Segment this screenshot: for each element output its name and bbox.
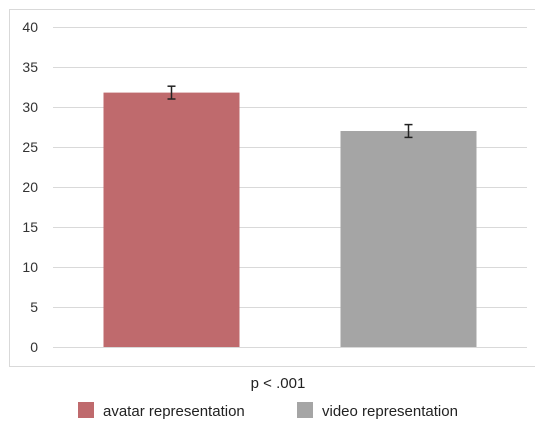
- legend-swatch: [297, 402, 313, 418]
- y-tick-label: 5: [30, 299, 38, 315]
- y-tick-label: 25: [22, 139, 38, 155]
- bar: [340, 131, 477, 347]
- error-bars: [167, 85, 413, 139]
- y-tick-label: 15: [22, 219, 38, 235]
- significance-annotation: p < .001: [251, 375, 306, 392]
- legend-label: avatar representation: [103, 403, 245, 420]
- legend-label: video representation: [322, 403, 458, 420]
- y-tick-label: 0: [30, 339, 38, 355]
- y-tick-label: 20: [22, 179, 38, 195]
- y-tick-label: 30: [22, 99, 38, 115]
- bars: [103, 92, 477, 347]
- y-tick-label: 40: [22, 19, 38, 35]
- legend: avatar representation video representatio…: [78, 402, 458, 420]
- legend-swatch: [78, 402, 94, 418]
- y-axis-tick-labels: 0 5 10 15 20 25 30 35 40: [22, 19, 38, 355]
- y-tick-label: 35: [22, 59, 38, 75]
- y-tick-label: 10: [22, 259, 38, 275]
- bar: [103, 92, 240, 347]
